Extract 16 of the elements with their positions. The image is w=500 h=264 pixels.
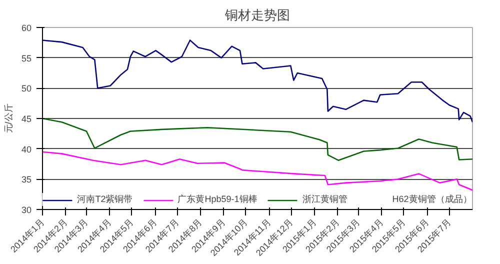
y-tick-label: 45 — [21, 114, 32, 124]
y-tick-label: 60 — [21, 23, 32, 33]
y-tick-label: 35 — [21, 174, 32, 185]
legend-label: 河南T2紫铜带 — [77, 193, 133, 206]
line-series — [42, 118, 472, 162]
line-series — [42, 151, 472, 191]
legend-label: 广东黄Hpb59-1铜棒 — [178, 193, 258, 206]
annotation: H62黄铜管（成品） — [392, 193, 472, 206]
y-tick-label: 40 — [21, 144, 32, 154]
y-tick-label: 50 — [21, 84, 32, 94]
line-series — [42, 40, 472, 123]
legend-label: 浙江黄铜管 — [302, 193, 348, 206]
y-tick-label: 30 — [21, 205, 32, 215]
y-tick-label: 55 — [21, 53, 32, 64]
chart-title: 铜材走势图 — [224, 8, 290, 22]
y-axis-title: 元/公斤 — [3, 104, 14, 134]
